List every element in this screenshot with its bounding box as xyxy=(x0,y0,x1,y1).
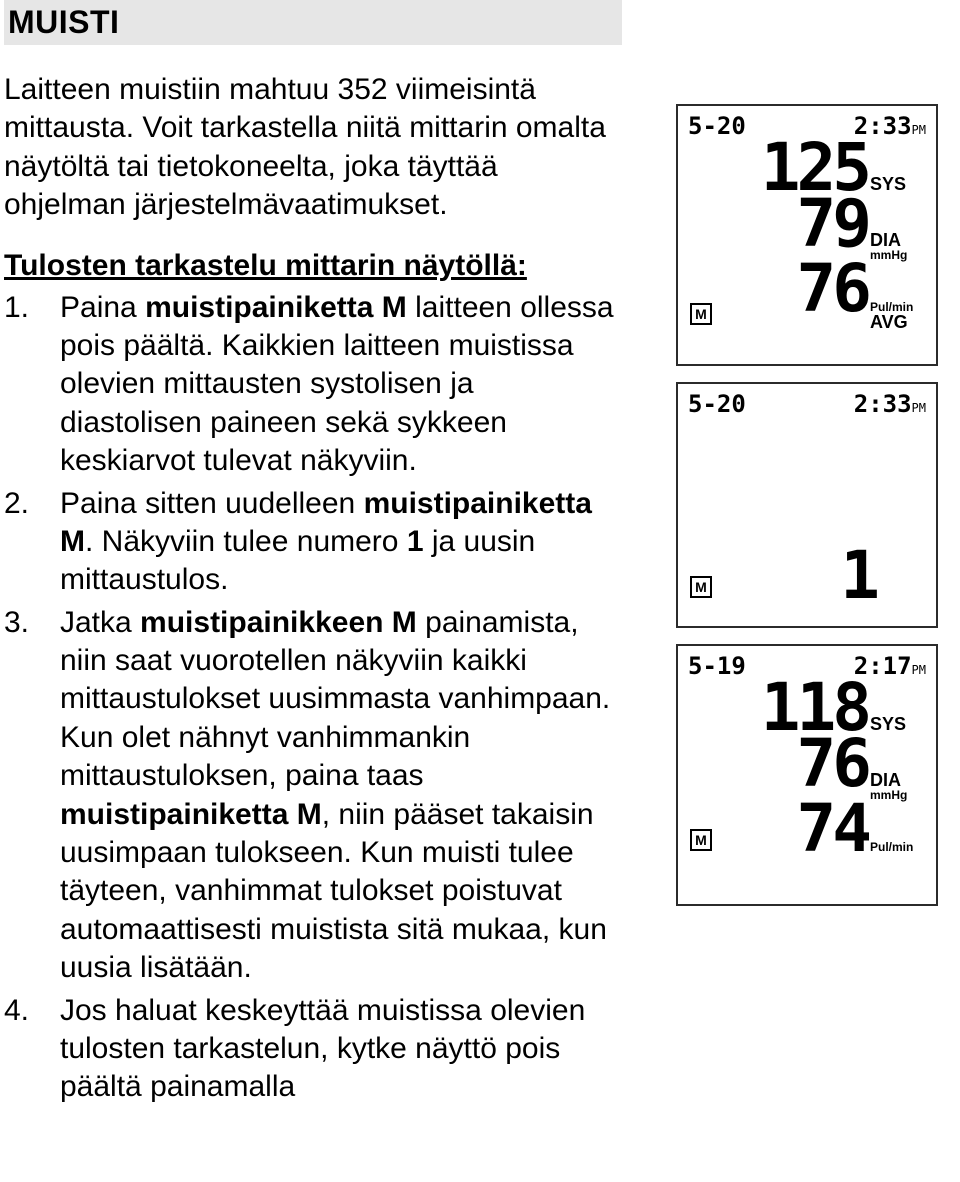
reading-sublabel: AVG xyxy=(870,313,908,331)
list-item: 1. Paina muistipainiketta M laitteen oll… xyxy=(4,289,622,481)
list-item: 3. Jatka muistipainikkeen M paina­mista,… xyxy=(4,604,622,988)
lcd-display: 5-20 2:33PM 1 M xyxy=(676,382,938,628)
lcd-date: 5-19 xyxy=(688,652,746,680)
list-text: Jos haluat keskeyttää muistissa olevien … xyxy=(60,992,622,1107)
reading-row: 76 Pul/min AVG xyxy=(686,261,928,331)
lcd-display: 5-19 2:17PM 118 SYS 76 DIA mmHg xyxy=(676,644,938,906)
lcd-readings: 125 SYS 79 DIA mmHg 76 Pul/min xyxy=(678,140,936,339)
list-item: 2. Paina sitten uudelleen muistipaini­ke… xyxy=(4,485,622,600)
reading-value: 74 xyxy=(738,801,868,857)
reading-labels: SYS xyxy=(868,715,928,733)
list-item: 4. Jos haluat keskeyttää muistissa olevi… xyxy=(4,992,622,1107)
reading-label: DIA xyxy=(870,231,901,249)
bold-run: muistipainiketta M xyxy=(145,291,407,324)
reading-row: 74 Pul/min xyxy=(686,801,928,857)
bold-run: 1 xyxy=(407,525,424,558)
lcd-date: 5-20 xyxy=(688,390,746,418)
lcd-pm: PM xyxy=(912,123,926,137)
reading-value: 76 xyxy=(738,736,868,792)
lcd-time-wrap: 2:33PM xyxy=(854,390,926,418)
instruction-list: 1. Paina muistipainiketta M laitteen oll… xyxy=(4,289,622,1107)
reading-label: SYS xyxy=(870,715,906,733)
reading-labels: DIA mmHg xyxy=(868,771,928,801)
lcd-pm: PM xyxy=(912,401,926,415)
reading-label: SYS xyxy=(870,175,906,193)
list-number: 4. xyxy=(4,992,60,1107)
text-run: Paina xyxy=(60,291,145,324)
reading-sublabel: mmHg xyxy=(870,789,907,801)
lcd-date: 5-20 xyxy=(688,112,746,140)
text-run: Jos haluat keskeyttää muistissa olevien … xyxy=(60,994,585,1104)
list-number: 1. xyxy=(4,289,60,481)
text-column: MUISTI Laitteen muistiin mahtuu 352 viim… xyxy=(0,0,636,1111)
reading-row: 1 xyxy=(686,548,928,604)
list-text: Paina muistipainiketta M laitteen olless… xyxy=(60,289,622,481)
reading-label: DIA xyxy=(870,771,901,789)
memory-icon: M xyxy=(690,829,712,851)
list-text: Paina sitten uudelleen muistipaini­ketta… xyxy=(60,485,622,600)
lcd-top-row: 5-20 2:33PM xyxy=(678,384,936,418)
lcd-display: 5-20 2:33PM 125 SYS 79 DIA mmHg xyxy=(676,104,938,366)
reading-sublabel: mmHg xyxy=(870,249,907,261)
spacer xyxy=(686,418,928,548)
reading-value: 76 xyxy=(738,261,868,317)
lcd-pm: PM xyxy=(912,663,926,677)
reading-value: 79 xyxy=(738,196,868,252)
text-run: Jatka xyxy=(60,606,140,639)
section-heading: MUISTI xyxy=(4,0,622,45)
reading-label: Pul/min xyxy=(870,841,913,853)
reading-labels: Pul/min xyxy=(868,841,928,853)
lcd-readings: 1 M xyxy=(678,418,936,618)
text-run: . Näkyviin tulee numero xyxy=(85,525,407,558)
bold-run: muistipainikkeen M xyxy=(140,606,417,639)
bold-run: muistipainiketta M xyxy=(60,798,322,831)
list-number: 2. xyxy=(4,485,60,600)
reading-labels: Pul/min AVG xyxy=(868,301,928,331)
intro-paragraph: Laitteen muistiin mahtuu 352 viimeisintä… xyxy=(4,71,622,225)
page: MUISTI Laitteen muistiin mahtuu 352 viim… xyxy=(0,0,960,1111)
lcd-readings: 118 SYS 76 DIA mmHg 74 Pul/min xyxy=(678,680,936,865)
text-run: Paina sitten uudelleen xyxy=(60,487,364,520)
lcd-time: 2:33 xyxy=(854,390,912,418)
reading-value: 1 xyxy=(798,548,928,604)
reading-labels: SYS xyxy=(868,175,928,193)
memory-icon: M xyxy=(690,576,712,598)
display-column: 5-20 2:33PM 125 SYS 79 DIA mmHg xyxy=(636,0,960,1111)
list-number: 3. xyxy=(4,604,60,988)
subheading: Tulosten tarkastelu mittarin näytöllä: xyxy=(4,249,622,283)
list-text: Jatka muistipainikkeen M paina­mista, ni… xyxy=(60,604,622,988)
reading-labels: DIA mmHg xyxy=(868,231,928,261)
memory-icon: M xyxy=(690,303,712,325)
